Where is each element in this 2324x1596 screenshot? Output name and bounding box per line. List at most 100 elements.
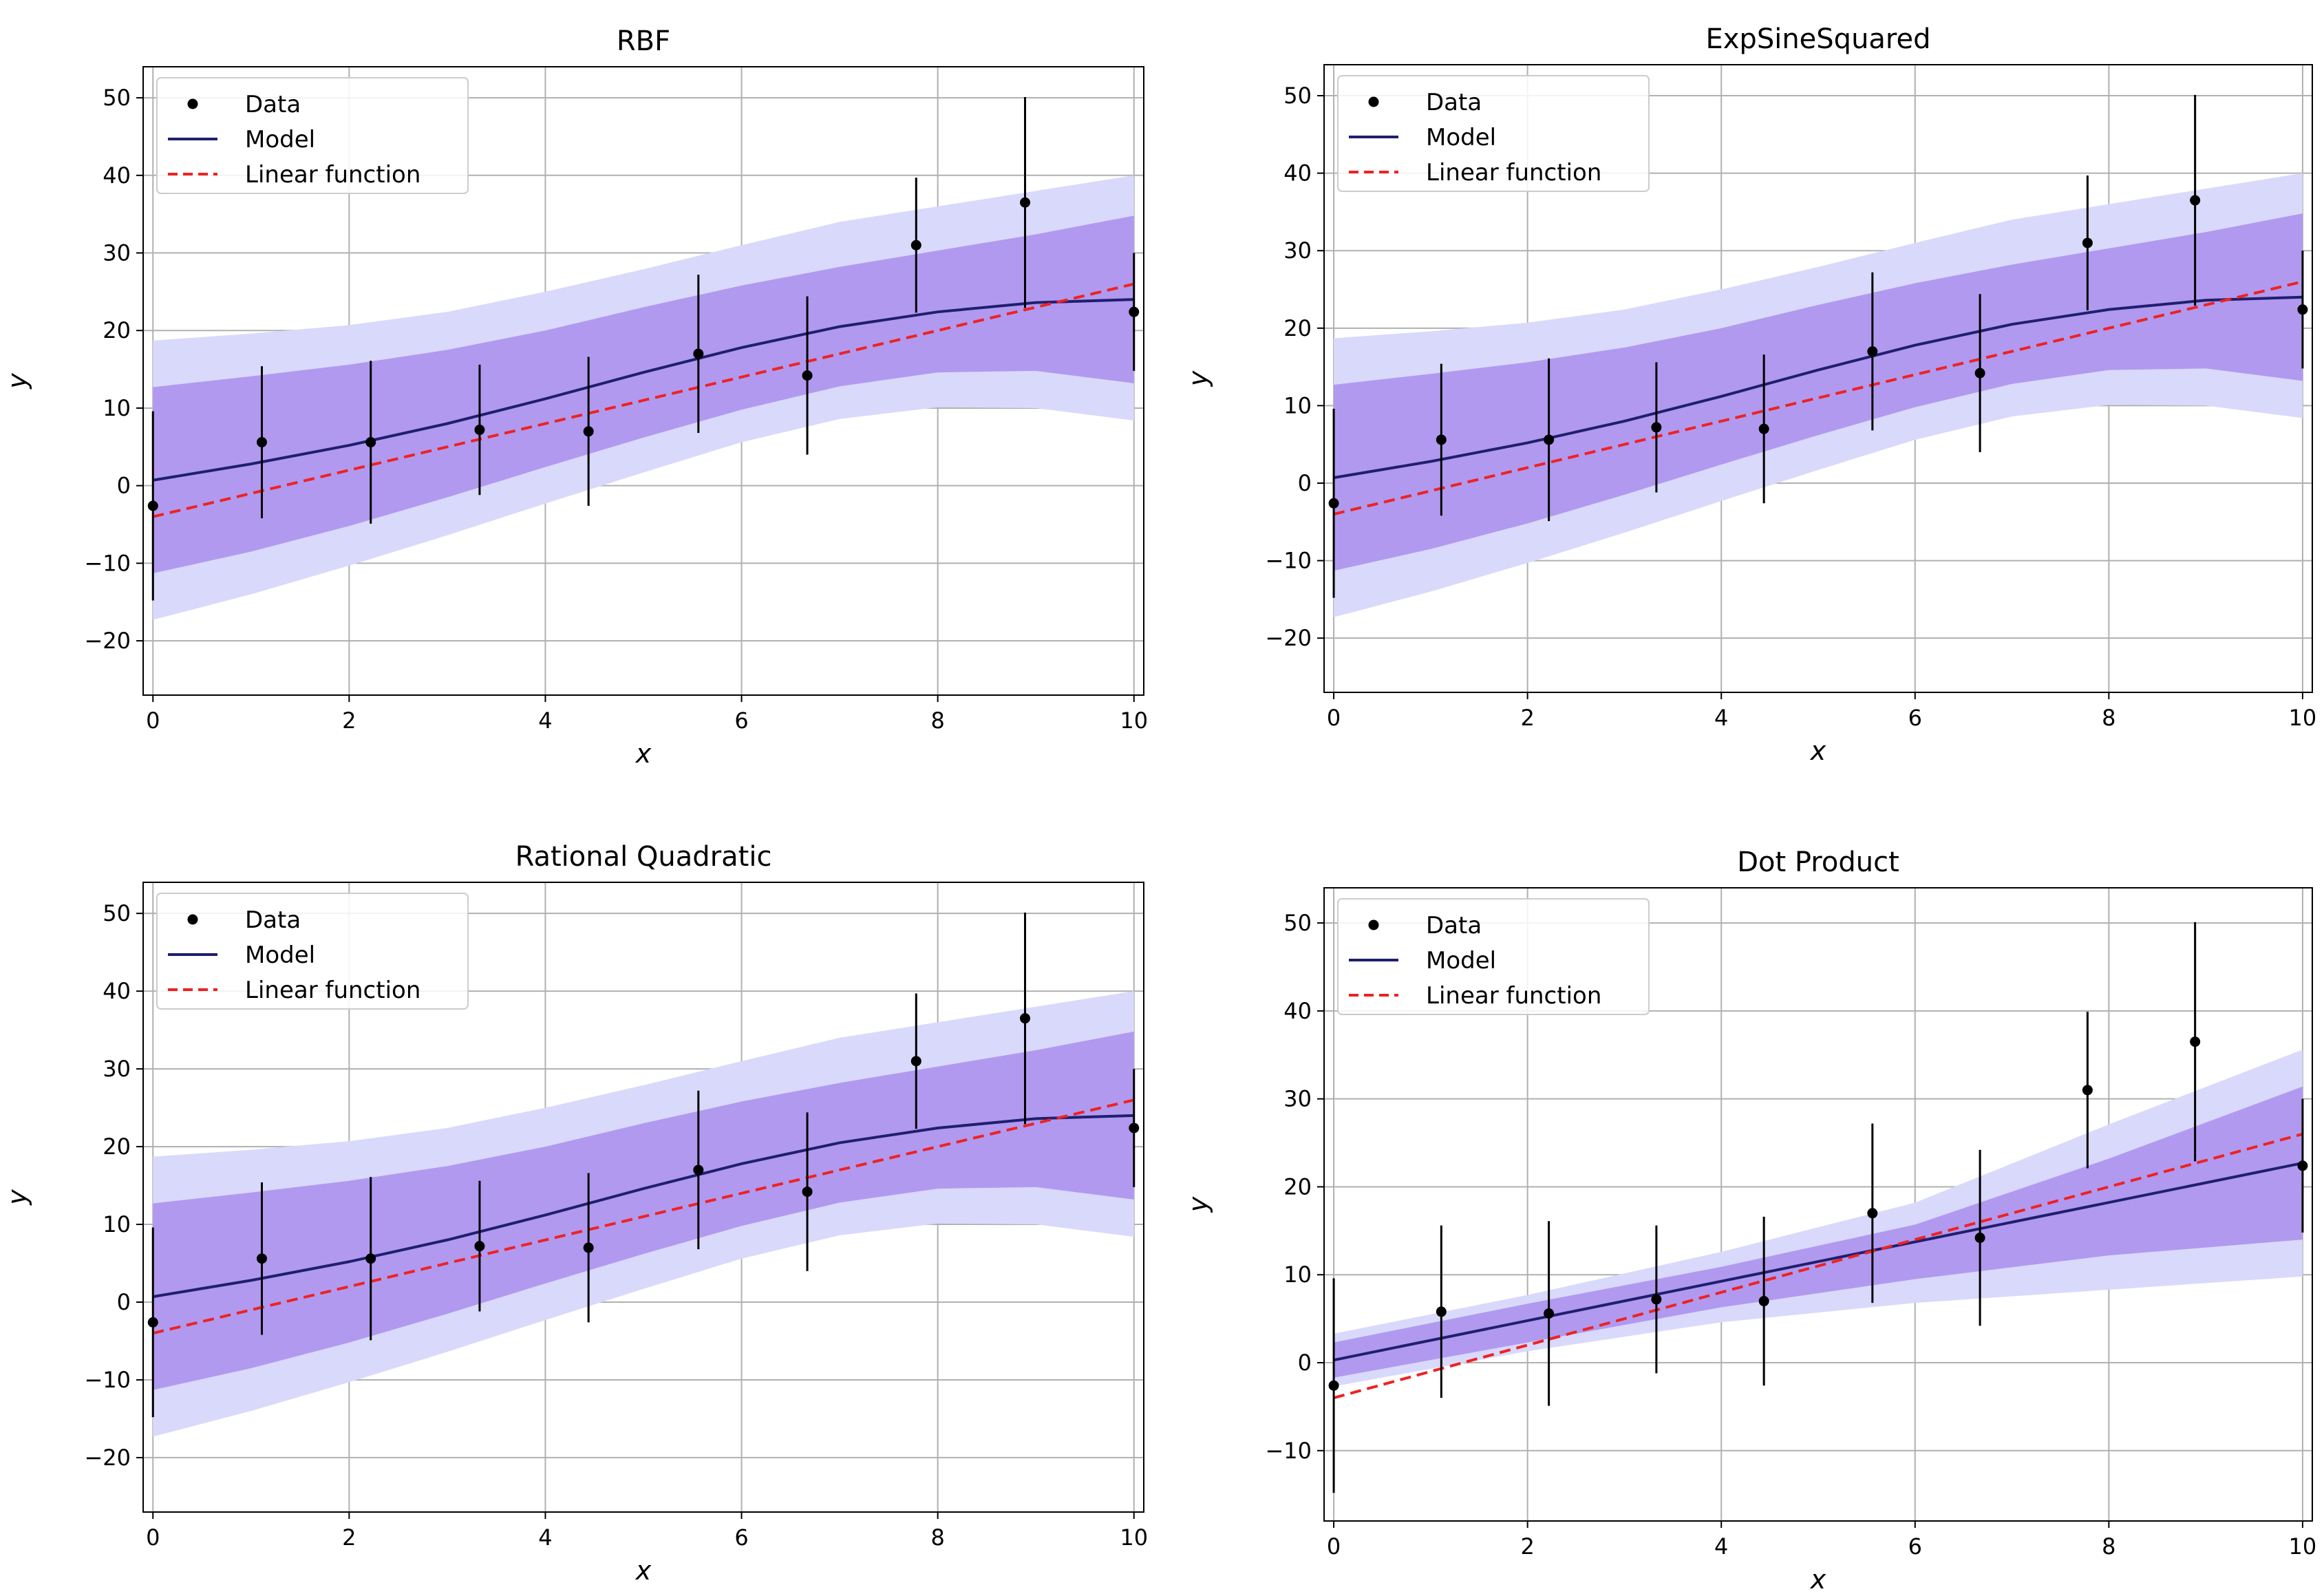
data-point [1544,1308,1555,1319]
y-tick-label: 40 [1283,998,1312,1024]
x-tick-label: 8 [2102,705,2115,731]
data-point [2082,237,2093,248]
y-tick-label: 20 [1283,315,1312,341]
y-tick-label: 40 [103,978,131,1004]
y-axis-label: y [1183,370,1213,387]
plot-area [1324,65,2312,692]
y-tick-label: −20 [84,628,131,654]
x-tick-label: 2 [342,707,356,734]
y-tick-label: 30 [103,240,131,266]
data-point [256,437,267,448]
chart-title: RBF [617,25,670,57]
x-axis-label: x [1810,736,1826,766]
confidence-band-inner [1334,1086,2303,1378]
data-point [910,1056,921,1067]
x-tick-label: 4 [538,707,552,734]
data-point [1974,368,1985,379]
x-tick-label: 2 [1520,705,1534,731]
confidence-band-inner [1334,213,2303,571]
y-tick-label: 40 [1283,160,1312,187]
model-line [1333,1161,2303,1362]
legend-label: Linear function [245,161,420,189]
data-point [802,370,813,381]
x-tick-label: 6 [1908,705,1922,731]
x-tick-label: 6 [734,1524,748,1551]
x-axis-label: x [635,738,652,769]
x-tick-label: 10 [2289,705,2317,731]
y-tick-label: −10 [1265,548,1312,574]
confidence-band-inner [153,1031,1134,1390]
y-axis-label: y [2,373,32,390]
plot-area [143,67,1144,695]
x-axis-label: x [635,1555,652,1586]
axes-frame [1323,887,2313,1522]
data-point [1651,422,1662,433]
y-tick-label: −20 [84,1445,131,1471]
legend: Data Model Linear function [1337,898,1650,1015]
x-tick-label: 4 [1714,705,1728,731]
chart-title: Rational Quadratic [515,841,772,873]
legend-label: Model [1426,947,1496,975]
data-point [2082,1085,2093,1096]
y-tick-label: 50 [103,85,131,111]
linear-function-line [1333,1132,2303,1400]
data-point [910,240,921,251]
legend-marker-data [1368,919,1379,930]
legend-label: Linear function [1426,159,1601,187]
data-point [1651,1294,1662,1305]
axes-frame [142,66,1144,696]
x-tick-label: 8 [930,707,944,734]
legend-label: Model [245,126,315,153]
data-point [1974,1233,1985,1244]
linear-function-line [1333,280,2303,515]
x-tick-label: 2 [342,1524,356,1551]
data-point [1436,434,1447,445]
axes-frame [1323,64,2313,693]
y-tick-label: 30 [103,1056,131,1082]
legend-box [1337,75,1650,192]
x-tick-label: 6 [734,707,748,734]
x-tick-label: 10 [1120,1524,1148,1551]
data-point [2190,195,2201,206]
y-tick-label: 20 [103,317,131,343]
y-tick-label: 0 [117,473,131,499]
data-point [365,1253,376,1264]
y-tick-label: 50 [1283,83,1312,109]
data-point [2297,304,2308,315]
legend-label: Data [1426,89,1482,116]
x-tick-label: 8 [930,1524,944,1551]
legend-marker-data [187,98,198,109]
legend: Data Model Linear function [156,893,469,1010]
y-axis-label: y [2,1189,32,1206]
subplot-4: 0 2 4 6 8 10 −10 0 10 20 30 40 50 Dot Product x y Data Mo… [1183,847,2316,1595]
data-point [583,1242,594,1253]
linear-function-line [152,1098,1135,1335]
plot-area [143,882,1144,1512]
legend-label: Data [245,906,301,934]
y-tick-label: 10 [1283,1262,1312,1288]
data-point [1129,1122,1140,1134]
subplot-3: 0 2 4 6 8 10 −20 −10 0 10 20 30 40 50 Rational Quadrat… [2,841,1148,1586]
data-point [256,1253,267,1264]
data-point [147,1317,158,1328]
y-tick-label: 0 [1298,1350,1312,1376]
legend-marker-data [1368,96,1379,107]
axes-frame [142,882,1144,1513]
x-tick-label: 10 [2289,1533,2317,1560]
data-point [1328,1380,1339,1391]
legend-box [156,893,469,1010]
data-point [1129,306,1140,317]
legend: Data Model Linear function [1337,75,1650,192]
subplot-1: 0 2 4 6 8 10 −20 −10 0 10 20 30 40 50 RBF x y Data Model Li… [2,25,1148,769]
legend-box [156,77,469,194]
y-axis-label: y [1183,1196,1213,1213]
x-tick-label: 8 [2102,1533,2115,1560]
x-tick-label: 6 [1908,1533,1922,1560]
data-point [474,1241,485,1252]
model-line [152,1114,1134,1299]
data-point [1758,1296,1769,1307]
data-point [147,500,158,511]
x-tick-label: 10 [1120,707,1148,734]
legend-label: Linear function [1426,982,1601,1010]
